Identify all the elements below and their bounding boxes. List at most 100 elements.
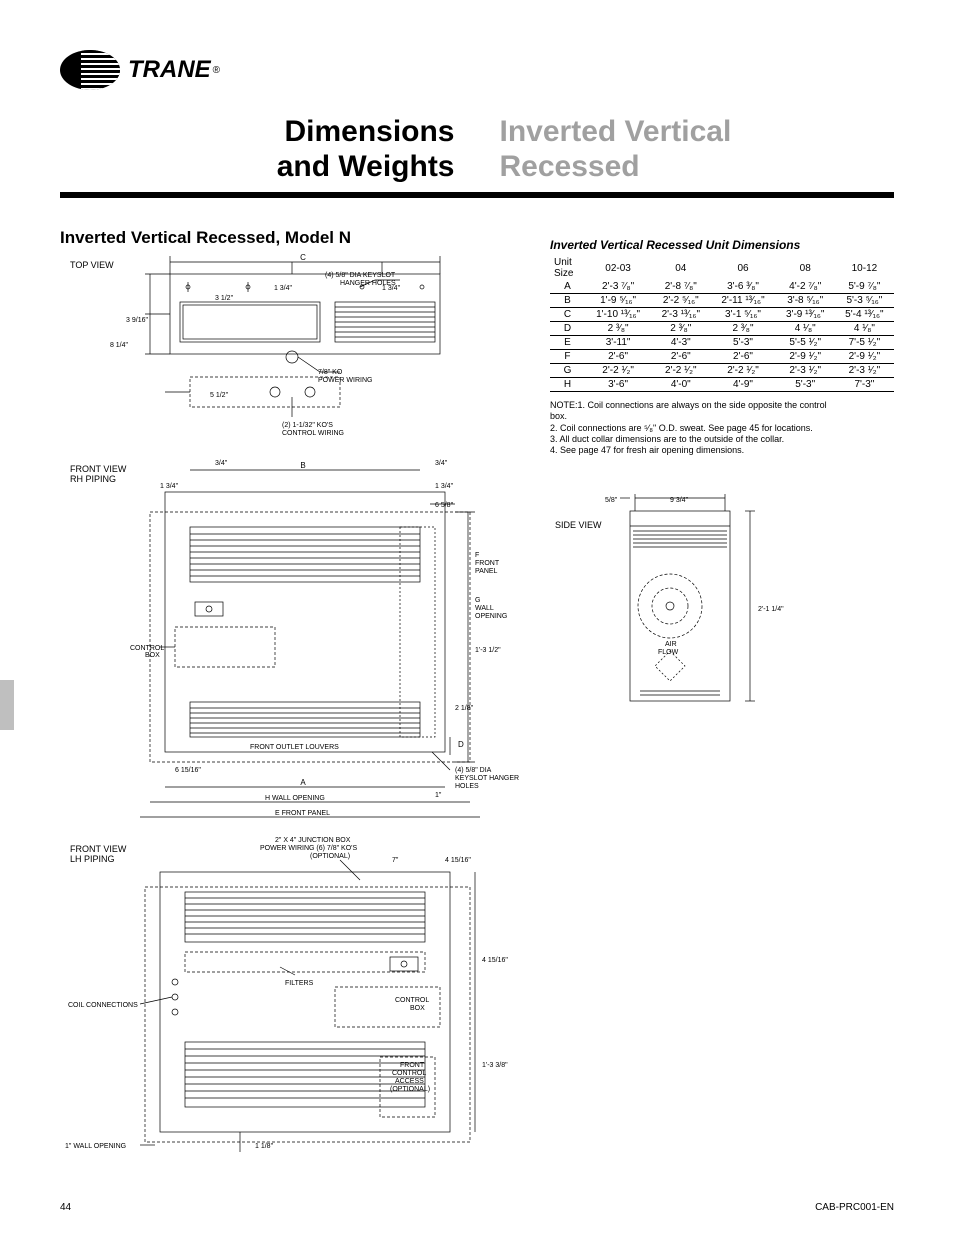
label-top-view: TOP VIEW xyxy=(70,260,114,270)
svg-text:OPENING: OPENING xyxy=(475,613,507,620)
svg-text:3 9/16": 3 9/16" xyxy=(126,317,148,324)
dimensions-table: Unit Size 02-03 04 06 08 10-12 A2'-3 ⁷⁄₈… xyxy=(550,256,894,392)
table-body: A2'-3 ⁷⁄₈"2'-8 ⁷⁄₈"3'-6 ³⁄₈"4'-2 ⁷⁄₈"5'-… xyxy=(550,280,894,392)
front-view-lh-diagram: FRONT VIEW LH PIPING 2" X 4" JUNCTION BO… xyxy=(60,832,520,1162)
svg-text:CONTROL WIRING: CONTROL WIRING xyxy=(282,430,344,437)
svg-text:2" X 4" JUNCTION BOX: 2" X 4" JUNCTION BOX xyxy=(275,837,351,844)
th-c4: 10-12 xyxy=(835,256,894,280)
svg-text:3/4": 3/4" xyxy=(215,460,228,467)
svg-text:HOLES: HOLES xyxy=(455,783,479,790)
svg-text:C: C xyxy=(300,253,306,262)
svg-text:(OPTIONAL): (OPTIONAL) xyxy=(390,1086,430,1093)
svg-text:6 15/16": 6 15/16" xyxy=(175,767,201,774)
page-footer: 44 CAB-PRC001-EN xyxy=(60,1202,894,1213)
th-c2: 06 xyxy=(710,256,775,280)
notes: NOTE:1. Coil connections are always on t… xyxy=(550,400,894,456)
svg-text:(2) 1-1/32" KO'S: (2) 1-1/32" KO'S xyxy=(282,422,333,429)
brand-text: TRANE xyxy=(128,56,211,84)
svg-text:BOX: BOX xyxy=(410,1005,425,1012)
svg-text:FRONT OUTLET LOUVERS: FRONT OUTLET LOUVERS xyxy=(250,744,339,751)
col-left: Inverted Vertical Recessed, Model N TOP … xyxy=(60,228,520,1162)
svg-text:4 15/16": 4 15/16" xyxy=(445,857,471,864)
svg-text:7": 7" xyxy=(392,857,399,864)
th-c3: 08 xyxy=(776,256,835,280)
svg-text:1" WALL OPENING: 1" WALL OPENING xyxy=(65,1143,126,1150)
svg-text:LH PIPING: LH PIPING xyxy=(70,854,115,864)
table-row: F2'-6"2'-6"2'-6"2'-9 ¹⁄₂"2'-9 ¹⁄₂" xyxy=(550,350,894,364)
svg-text:2'-1 1/4": 2'-1 1/4" xyxy=(758,606,784,613)
svg-text:FRONT VIEW: FRONT VIEW xyxy=(70,464,127,474)
svg-text:5/8": 5/8" xyxy=(605,497,618,504)
table-row: H3'-6"4'-0"4'-9"5'-3"7'-3" xyxy=(550,378,894,392)
svg-text:5 1/2": 5 1/2" xyxy=(210,392,229,399)
content: Inverted Vertical Recessed, Model N TOP … xyxy=(60,228,894,1162)
svg-text:3/4": 3/4" xyxy=(435,460,448,467)
svg-text:FILTERS: FILTERS xyxy=(285,980,314,987)
title-right-line1: Inverted Vertical xyxy=(500,115,732,148)
svg-text:CONTROL: CONTROL xyxy=(395,997,429,1004)
svg-text:G: G xyxy=(475,597,480,604)
svg-text:1": 1" xyxy=(435,792,442,799)
svg-text:PANEL: PANEL xyxy=(475,568,498,575)
svg-text:FRONT: FRONT xyxy=(475,560,500,567)
svg-text:COIL CONNECTIONS: COIL CONNECTIONS xyxy=(68,1002,138,1009)
table-caption: Inverted Vertical Recessed Unit Dimensio… xyxy=(550,238,894,252)
svg-text:CONTROL: CONTROL xyxy=(130,645,164,652)
svg-text:4 15/16": 4 15/16" xyxy=(482,957,508,964)
title-left-line1: Dimensions xyxy=(284,115,454,148)
svg-text:7/8" KO: 7/8" KO xyxy=(318,369,343,376)
svg-text:(OPTIONAL): (OPTIONAL) xyxy=(310,853,350,860)
logo-mark xyxy=(60,50,120,90)
svg-text:RH PIPING: RH PIPING xyxy=(70,474,116,484)
svg-text:1 1/8": 1 1/8" xyxy=(255,1143,274,1150)
svg-text:1'-3 1/2": 1'-3 1/2" xyxy=(475,647,501,654)
th-unit: Unit xyxy=(554,257,572,268)
svg-text:(4) 5/8" DIA KEYSLOT: (4) 5/8" DIA KEYSLOT xyxy=(325,272,396,279)
note-2: 2. Coil connections are ⁵⁄₈" O.D. sweat.… xyxy=(550,423,894,434)
th-c1: 04 xyxy=(651,256,710,280)
brand-logo: TRANE ® xyxy=(60,50,894,90)
svg-text:(4) 5/8" DIA: (4) 5/8" DIA xyxy=(455,767,492,774)
table-row: A2'-3 ⁷⁄₈"2'-8 ⁷⁄₈"3'-6 ³⁄₈"4'-2 ⁷⁄₈"5'-… xyxy=(550,280,894,294)
svg-text:POWER WIRING (6) 7/8" KO'S: POWER WIRING (6) 7/8" KO'S xyxy=(260,845,357,852)
note-4: 4. See page 47 for fresh air opening dim… xyxy=(550,445,894,456)
svg-text:SIDE VIEW: SIDE VIEW xyxy=(555,520,602,530)
col-right: Inverted Vertical Recessed Unit Dimensio… xyxy=(550,228,894,1162)
svg-text:B: B xyxy=(300,461,305,470)
svg-text:2 1/8": 2 1/8" xyxy=(455,705,474,712)
page-tab xyxy=(0,680,14,730)
svg-text:3 1/2": 3 1/2" xyxy=(215,295,234,302)
th-size: Size xyxy=(554,268,573,279)
title-right: Inverted Vertical Recessed xyxy=(500,115,895,184)
table-row: E3'-11"4'-3"5'-3"5'-5 ¹⁄₂"7'-5 ¹⁄₂" xyxy=(550,336,894,350)
svg-text:H WALL OPENING: H WALL OPENING xyxy=(265,795,325,802)
th-c0: 02-03 xyxy=(585,256,651,280)
svg-text:POWER WIRING: POWER WIRING xyxy=(318,377,372,384)
svg-text:BOX: BOX xyxy=(145,652,160,659)
svg-text:1 3/4": 1 3/4" xyxy=(435,483,454,490)
th-unit-size: Unit Size xyxy=(550,256,585,280)
svg-text:HANGER HOLES: HANGER HOLES xyxy=(340,280,396,287)
side-view-diagram: 5/8" 9 3/4" SIDE VIEW xyxy=(550,486,870,716)
svg-text:FRONT: FRONT xyxy=(400,1062,425,1069)
title-right-line2: Recessed xyxy=(500,150,640,183)
section-heading: Inverted Vertical Recessed, Model N xyxy=(60,228,520,248)
table-row: B1'-9 ⁵⁄₁₆"2'-2 ⁵⁄₁₆"2'-11 ¹³⁄₁₆"3'-8 ⁵⁄… xyxy=(550,294,894,308)
page-titles: Dimensions and Weights Inverted Vertical… xyxy=(60,115,894,184)
svg-text:F: F xyxy=(475,552,479,559)
svg-text:D: D xyxy=(458,740,464,749)
front-view-rh-diagram: FRONT VIEW RH PIPING B 3/4" 3/4" 1 3/4" … xyxy=(60,452,520,832)
svg-text:CONTROL: CONTROL xyxy=(392,1070,426,1077)
page-number: 44 xyxy=(60,1202,71,1213)
doc-id: CAB-PRC001-EN xyxy=(815,1202,894,1213)
note-3: 3. All duct collar dimensions are to the… xyxy=(550,434,894,445)
svg-text:KEYSLOT HANGER: KEYSLOT HANGER xyxy=(455,775,519,782)
svg-text:8 1/4": 8 1/4" xyxy=(110,342,129,349)
table-row: D2 ³⁄₈"2 ³⁄₈"2 ³⁄₈"4 ¹⁄₈"4 ¹⁄₈" xyxy=(550,322,894,336)
svg-text:AIR: AIR xyxy=(665,641,677,648)
table-row: G2'-2 ¹⁄₂"2'-2 ¹⁄₂"2'-2 ¹⁄₂"2'-3 ¹⁄₂"2'-… xyxy=(550,364,894,378)
trademark: ® xyxy=(213,65,220,76)
title-left-line2: and Weights xyxy=(277,150,455,183)
svg-text:6 5/8": 6 5/8" xyxy=(435,502,454,509)
svg-text:1 3/4": 1 3/4" xyxy=(160,483,179,490)
